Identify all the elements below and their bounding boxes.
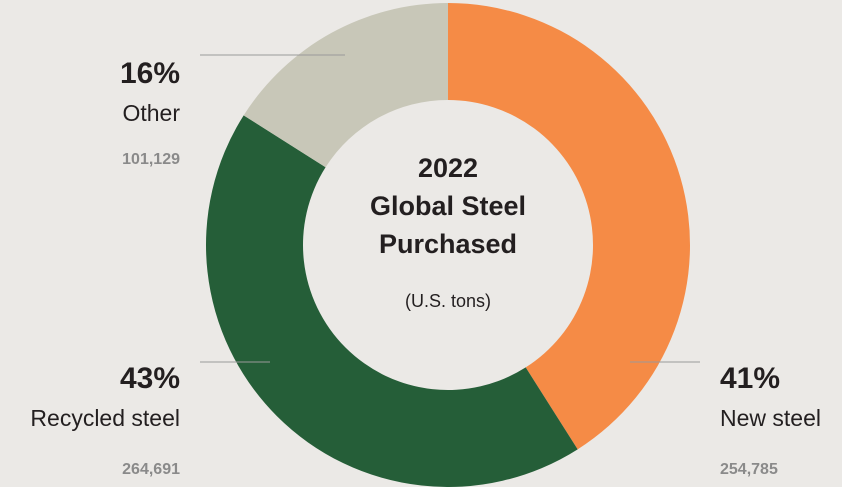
tons-label: 101,129 (122, 151, 180, 168)
percent-label: 16% (120, 57, 180, 90)
center-title: Global Steel (370, 191, 526, 221)
center-subtitle: (U.S. tons) (405, 291, 491, 311)
donut-slice (448, 3, 690, 450)
category-label: New steel (720, 405, 821, 431)
center-title: Purchased (379, 229, 517, 259)
slices (206, 3, 690, 487)
donut-slice (243, 3, 448, 168)
donut-slice (206, 115, 578, 487)
category-label: Recycled steel (30, 405, 180, 431)
percent-label: 41% (720, 362, 780, 395)
percent-label: 43% (120, 362, 180, 395)
tons-label: 264,691 (122, 461, 180, 478)
category-label: Other (122, 100, 180, 126)
center-title: 2022 (418, 153, 478, 183)
tons-label: 254,785 (720, 461, 778, 478)
